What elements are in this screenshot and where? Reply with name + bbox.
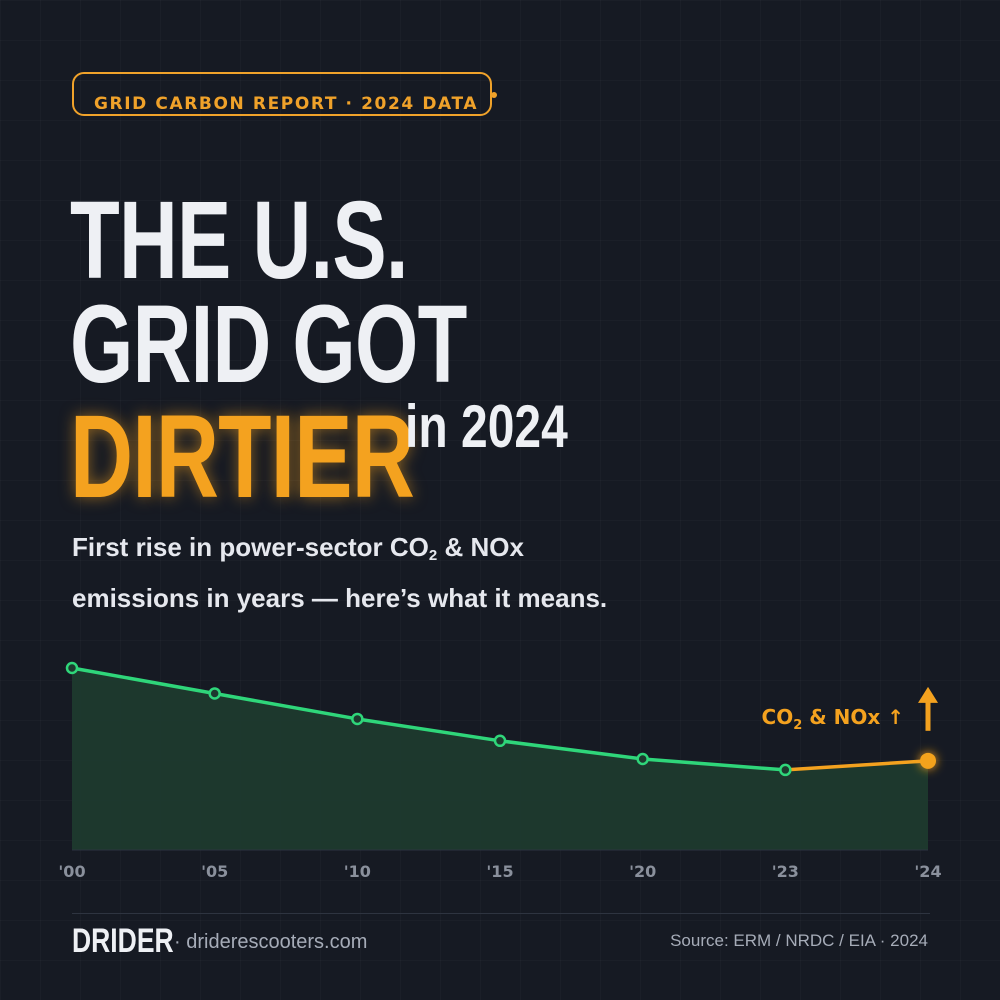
data-point (493, 734, 507, 748)
annotation-label: CO2 & NOx ↑ (762, 705, 904, 733)
data-point-highlight (920, 752, 936, 769)
report-badge-label: GRID CARBON REPORT · 2024 DATA (94, 94, 479, 114)
subtitle-line1-pre: First rise in power-sector CO (72, 532, 429, 562)
data-point (65, 661, 79, 675)
x-tick-label: '00 (58, 862, 85, 881)
x-tick-label: '24 (914, 862, 941, 881)
subtitle-line2: emissions in years — here’s what it mean… (72, 583, 608, 613)
data-point (636, 752, 649, 766)
x-tick-label: '05 (201, 862, 228, 881)
x-tick-label: '23 (772, 862, 799, 881)
up-arrow-head-icon (918, 686, 938, 703)
source-credit: Source: ERM / NRDC / EIA · 2024 (670, 931, 928, 950)
subtitle-subscript: 2 (428, 547, 438, 564)
footer-divider (72, 913, 930, 914)
x-tick-label: '10 (344, 862, 371, 881)
headline-highlight: DIRTIER (70, 391, 415, 523)
data-point (779, 763, 792, 777)
website-link[interactable]: · driderescooters.com (174, 931, 368, 953)
badge-dot-icon (491, 92, 497, 98)
headline-line-2: GRID GOT (70, 283, 467, 406)
headline-suffix: in 2024 (405, 393, 568, 460)
data-point (208, 687, 221, 700)
chart-area-fill (72, 668, 928, 850)
brand-logo: DRIDER (72, 922, 174, 960)
headline-line-1: THE U.S. (70, 179, 409, 302)
subtitle-line1-post: & NOx (437, 532, 524, 562)
data-point (351, 712, 364, 726)
emissions-trend-chart: '00 '05 '10 '15 '20 '23 '24 CO2 & NOx ↑ (58, 661, 942, 881)
trend-line-series (71, 666, 786, 772)
rise-line-segment (785, 759, 929, 772)
x-tick-label: '15 (486, 862, 513, 881)
x-tick-label: '20 (629, 862, 656, 881)
subtitle: First rise in power-sector CO2 & NOx emi… (72, 526, 832, 619)
